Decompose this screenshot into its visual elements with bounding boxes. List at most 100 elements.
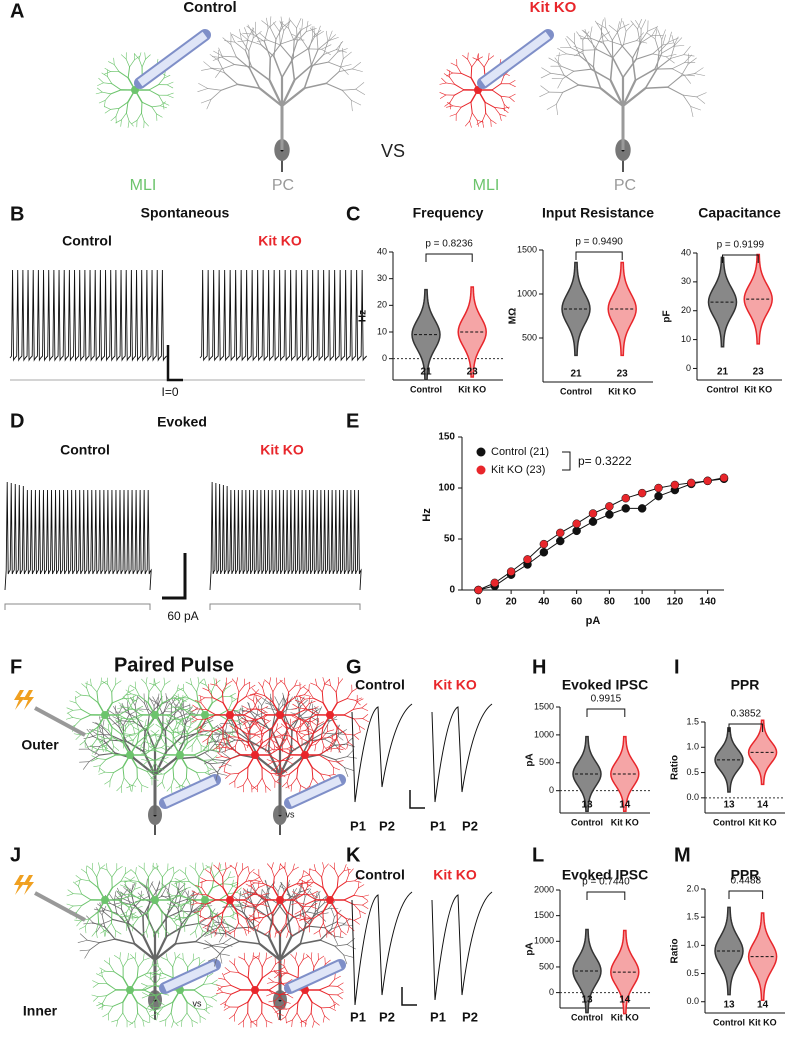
dendrite (92, 863, 93, 870)
y-tick-label: 1000 (534, 936, 554, 946)
dendrite (197, 684, 199, 692)
dendrite (125, 877, 131, 880)
dendrite (262, 1002, 272, 1006)
dendrite (119, 102, 128, 108)
dendrite (196, 1009, 204, 1010)
point (589, 510, 597, 518)
dendrite (225, 73, 238, 85)
x-tick-label: 100 (634, 597, 651, 608)
dendrite (167, 786, 171, 791)
dendrite (171, 732, 179, 733)
dendrite (250, 735, 256, 739)
dendrite (142, 102, 152, 107)
mli-soma (276, 896, 284, 904)
dendrite (82, 684, 87, 688)
dendrite (500, 114, 506, 116)
dendrite (230, 737, 239, 738)
dendrite (175, 899, 187, 903)
dendrite (697, 93, 707, 97)
dendrite (223, 869, 227, 877)
dendrite (80, 950, 90, 951)
dendrite (149, 85, 159, 90)
dendrite (159, 977, 165, 979)
dendrite (282, 782, 287, 787)
dendrite (157, 782, 162, 786)
dendrite (264, 42, 270, 58)
dendrite (228, 877, 235, 878)
bracket (562, 452, 570, 470)
x-axis-label: pA (586, 615, 601, 627)
dendrite (297, 1002, 298, 1013)
y-tick-label: 40 (681, 247, 691, 257)
p-value: p= 0.3222 (578, 454, 632, 468)
dendrite (92, 931, 96, 936)
dendrite (300, 911, 301, 918)
dendrite (314, 882, 323, 888)
dendrite (164, 678, 165, 685)
dendrite (162, 782, 164, 788)
dendrite (143, 954, 144, 961)
dendrite (137, 113, 141, 120)
dendrite (210, 763, 222, 764)
dendrite (163, 973, 173, 977)
dendrite (186, 682, 192, 685)
p-value: 0.9915 (591, 694, 622, 705)
dendrite (97, 88, 102, 92)
dendrite (200, 960, 205, 964)
y-tick-label: 500 (522, 332, 537, 342)
dendrite (230, 733, 236, 736)
dendrite (311, 907, 317, 909)
dendrite (338, 871, 344, 877)
label: vs (193, 998, 203, 1008)
dendrite (92, 747, 98, 750)
dendrite (167, 82, 173, 85)
y-axis-label: Hz (358, 310, 369, 322)
dendrite (173, 906, 182, 907)
dendrite (133, 699, 139, 703)
dendrite (186, 767, 187, 778)
point (622, 494, 630, 502)
dendrite (276, 27, 282, 39)
dendrite (187, 767, 197, 772)
dendrite (223, 992, 231, 994)
dendrite (330, 679, 331, 686)
dendrite (176, 1020, 182, 1023)
dendrite (282, 972, 287, 976)
dendrite (178, 728, 179, 735)
dendrite (314, 1021, 319, 1025)
dendrite (249, 38, 253, 51)
dendrite (175, 734, 181, 737)
dendrite (347, 757, 357, 758)
dendrite (339, 59, 343, 72)
mli-soma (301, 751, 309, 759)
dendrite (211, 995, 217, 998)
dendrite (212, 980, 218, 984)
dendrite (297, 28, 298, 42)
dendrite (173, 959, 176, 967)
dendrite (251, 927, 269, 936)
dendrite (295, 959, 298, 967)
dendrite (128, 957, 134, 959)
dendrite (302, 870, 303, 877)
dendrite (107, 990, 116, 996)
dendrite (147, 730, 155, 749)
dendrite (99, 971, 105, 973)
dendrite (318, 718, 319, 725)
dendrite (239, 767, 248, 773)
dendrite (117, 786, 122, 791)
dendrite (472, 60, 477, 67)
dendrite (338, 986, 343, 990)
label: PC (614, 177, 636, 194)
dendrite (286, 1017, 287, 1024)
dendrite (199, 695, 205, 698)
dendrite (180, 870, 185, 874)
dendrite (297, 1013, 301, 1020)
y-tick-label: 0 (549, 785, 554, 795)
dendrite (73, 882, 78, 886)
dendrite (450, 95, 454, 102)
dendrite (214, 865, 219, 869)
x-tick-label: Kit KO (749, 817, 777, 827)
dendrite (337, 762, 342, 766)
dendrite (281, 40, 294, 44)
dendrite (335, 944, 347, 946)
